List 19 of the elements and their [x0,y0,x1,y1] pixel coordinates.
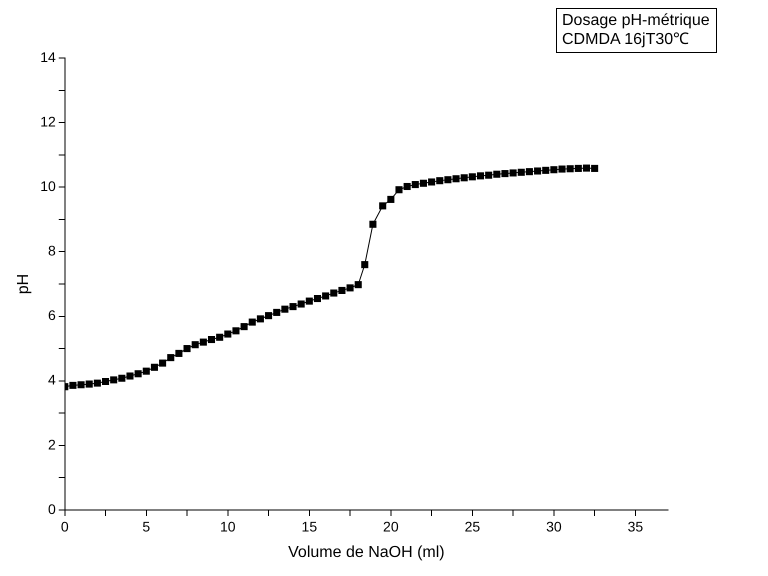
y-tick-label: 14 [40,48,56,65]
y-tick-label: 0 [48,500,56,517]
y-tick-label: 2 [48,436,56,452]
y-axis-title: pH [15,274,32,294]
x-tick-label: 30 [546,518,562,534]
y-tick-label: 10 [40,178,56,194]
y-tick-label: 8 [48,242,56,259]
x-tick-label: 25 [464,518,480,534]
y-tick-label: 12 [40,113,56,130]
text: Dosage pH-métrique CDMDA 16jT30℃ [556,8,717,53]
x-tick-label: 10 [220,518,236,534]
y-tick-label: 6 [48,307,56,324]
x-tick-label: 35 [628,518,644,534]
x-tick-label: 15 [302,518,318,534]
x-axis-title: Volume de NaOH (ml) [288,544,445,561]
y-tick-label: 4 [48,372,56,388]
x-tick-label: 20 [383,518,399,534]
x-tick-label: 5 [142,518,150,534]
x-tick-label: 0 [60,518,69,534]
